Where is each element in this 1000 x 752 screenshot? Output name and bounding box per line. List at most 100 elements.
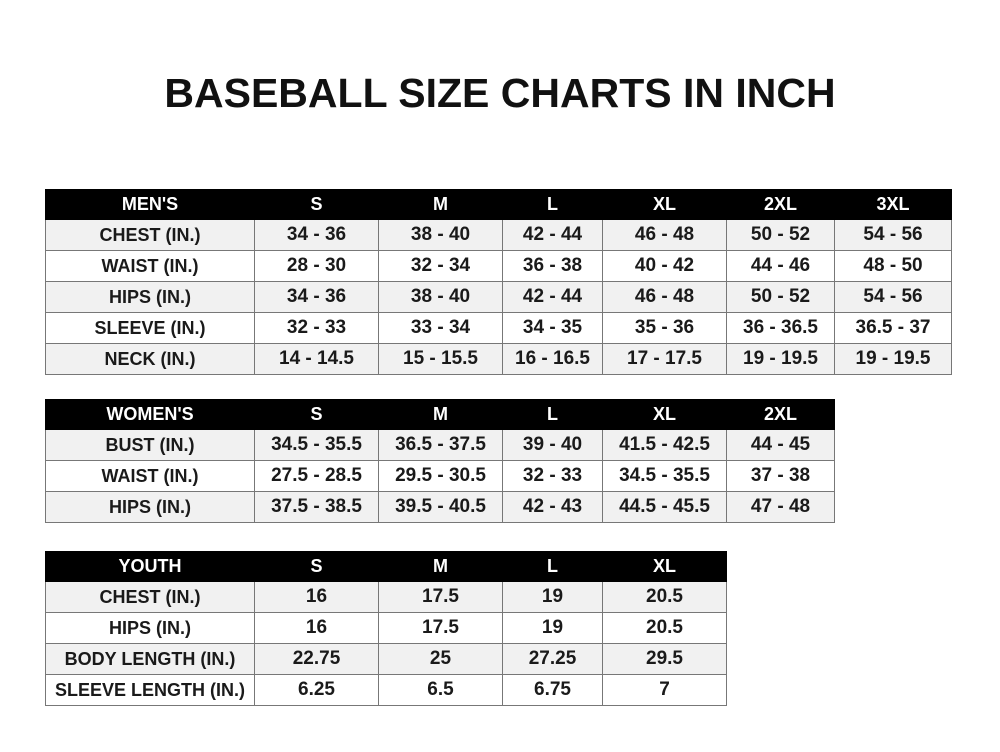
size-value-cell: 40 - 42 — [602, 250, 727, 282]
measurement-label: HIPS (IN.) — [45, 612, 255, 644]
table-row: BUST (IN.) 34.5 - 35.5 36.5 - 37.5 39 - 40 4… — [45, 429, 835, 461]
size-value-cell: 7 — [602, 674, 727, 706]
size-value-cell: 17.5 — [378, 612, 503, 644]
size-value-cell: 33 - 34 — [378, 312, 503, 344]
table-row: HIPS (IN.) 34 - 36 38 - 40 42 - 44 46 - 48 50… — [45, 281, 952, 313]
size-value-cell: 32 - 33 — [502, 460, 603, 492]
table-row: HIPS (IN.) 37.5 - 38.5 39.5 - 40.5 42 - 43 4… — [45, 491, 835, 523]
size-value-cell: 17 - 17.5 — [602, 343, 727, 375]
table-header-row: YOUTH S M L XL — [45, 551, 727, 582]
size-value-cell: 34 - 35 — [502, 312, 603, 344]
size-value-cell: 44 - 46 — [726, 250, 835, 282]
size-value-cell: 20.5 — [602, 581, 727, 613]
size-value-cell: 50 - 52 — [726, 281, 835, 313]
size-value-cell: 36 - 38 — [502, 250, 603, 282]
measurement-label: SLEEVE (IN.) — [45, 312, 255, 344]
size-column-header: L — [502, 189, 603, 220]
size-value-cell: 34 - 36 — [254, 281, 379, 313]
size-value-cell: 6.75 — [502, 674, 603, 706]
table-row: HIPS (IN.) 16 17.5 19 20.5 — [45, 612, 727, 644]
size-value-cell: 20.5 — [602, 612, 727, 644]
size-column-header: M — [378, 189, 503, 220]
size-column-header: M — [378, 399, 503, 430]
size-value-cell: 32 - 34 — [378, 250, 503, 282]
measurement-label: CHEST (IN.) — [45, 219, 255, 251]
size-value-cell: 35 - 36 — [602, 312, 727, 344]
mens-size-table: MEN'S S M L XL 2XL 3XL CHEST (IN.) 34 - 36 38 - 4… — [45, 189, 952, 375]
size-value-cell: 19 — [502, 612, 603, 644]
size-value-cell: 36.5 - 37 — [834, 312, 952, 344]
size-value-cell: 16 - 16.5 — [502, 343, 603, 375]
size-value-cell: 47 - 48 — [726, 491, 835, 523]
table-row: NECK (IN.) 14 - 14.5 15 - 15.5 16 - 16.5 17 … — [45, 343, 952, 375]
table-category-header: MEN'S — [45, 189, 255, 220]
size-value-cell: 19 — [502, 581, 603, 613]
table-category-header: WOMEN'S — [45, 399, 255, 430]
size-value-cell: 6.25 — [254, 674, 379, 706]
size-value-cell: 29.5 - 30.5 — [378, 460, 503, 492]
measurement-label: BUST (IN.) — [45, 429, 255, 461]
table-header-row: MEN'S S M L XL 2XL 3XL — [45, 189, 952, 220]
size-value-cell: 38 - 40 — [378, 281, 503, 313]
size-value-cell: 44.5 - 45.5 — [602, 491, 727, 523]
measurement-label: NECK (IN.) — [45, 343, 255, 375]
size-value-cell: 38 - 40 — [378, 219, 503, 251]
size-value-cell: 16 — [254, 612, 379, 644]
size-value-cell: 19 - 19.5 — [726, 343, 835, 375]
size-column-header: XL — [602, 189, 727, 220]
size-value-cell: 42 - 43 — [502, 491, 603, 523]
size-value-cell: 15 - 15.5 — [378, 343, 503, 375]
measurement-label: WAIST (IN.) — [45, 250, 255, 282]
size-column-header: L — [502, 551, 603, 582]
measurement-label: CHEST (IN.) — [45, 581, 255, 613]
table-row: SLEEVE (IN.) 32 - 33 33 - 34 34 - 35 35 - 36… — [45, 312, 952, 344]
size-value-cell: 6.5 — [378, 674, 503, 706]
size-value-cell: 44 - 45 — [726, 429, 835, 461]
size-value-cell: 29.5 — [602, 643, 727, 675]
size-column-header: S — [254, 399, 379, 430]
size-value-cell: 41.5 - 42.5 — [602, 429, 727, 461]
measurement-label: BODY LENGTH (IN.) — [45, 643, 255, 675]
measurement-label: HIPS (IN.) — [45, 281, 255, 313]
size-column-header: L — [502, 399, 603, 430]
size-value-cell: 37.5 - 38.5 — [254, 491, 379, 523]
womens-size-table: WOMEN'S S M L XL 2XL BUST (IN.) 34.5 - 35.5 36.5… — [45, 399, 835, 523]
size-column-header: XL — [602, 551, 727, 582]
size-value-cell: 19 - 19.5 — [834, 343, 952, 375]
size-value-cell: 32 - 33 — [254, 312, 379, 344]
table-row: CHEST (IN.) 34 - 36 38 - 40 42 - 44 46 - 48 5… — [45, 219, 952, 251]
size-value-cell: 34.5 - 35.5 — [602, 460, 727, 492]
table-row: BODY LENGTH (IN.) 22.75 25 27.25 29.5 — [45, 643, 727, 675]
table-header-row: WOMEN'S S M L XL 2XL — [45, 399, 835, 430]
size-value-cell: 39 - 40 — [502, 429, 603, 461]
size-value-cell: 28 - 30 — [254, 250, 379, 282]
size-value-cell: 46 - 48 — [602, 281, 727, 313]
size-value-cell: 42 - 44 — [502, 281, 603, 313]
table-row: SLEEVE LENGTH (IN.) 6.25 6.5 6.75 7 — [45, 674, 727, 706]
size-value-cell: 54 - 56 — [834, 281, 952, 313]
size-value-cell: 25 — [378, 643, 503, 675]
size-value-cell: 36 - 36.5 — [726, 312, 835, 344]
measurement-label: SLEEVE LENGTH (IN.) — [45, 674, 255, 706]
size-value-cell: 34.5 - 35.5 — [254, 429, 379, 461]
page-title: BASEBALL SIZE CHARTS IN INCH — [164, 70, 836, 116]
size-value-cell: 39.5 - 40.5 — [378, 491, 503, 523]
size-value-cell: 14 - 14.5 — [254, 343, 379, 375]
size-column-header: S — [254, 551, 379, 582]
size-value-cell: 46 - 48 — [602, 219, 727, 251]
size-column-header: M — [378, 551, 503, 582]
table-row: CHEST (IN.) 16 17.5 19 20.5 — [45, 581, 727, 613]
size-value-cell: 48 - 50 — [834, 250, 952, 282]
table-row: WAIST (IN.) 27.5 - 28.5 29.5 - 30.5 32 - 33… — [45, 460, 835, 492]
size-value-cell: 36.5 - 37.5 — [378, 429, 503, 461]
size-value-cell: 34 - 36 — [254, 219, 379, 251]
table-category-header: YOUTH — [45, 551, 255, 582]
size-value-cell: 17.5 — [378, 581, 503, 613]
size-column-header: XL — [602, 399, 727, 430]
size-value-cell: 42 - 44 — [502, 219, 603, 251]
table-row: WAIST (IN.) 28 - 30 32 - 34 36 - 38 40 - 42 4… — [45, 250, 952, 282]
measurement-label: WAIST (IN.) — [45, 460, 255, 492]
youth-size-table: YOUTH S M L XL CHEST (IN.) 16 17.5 19 20.5 HIPS (I… — [45, 551, 727, 706]
size-column-header: 2XL — [726, 189, 835, 220]
size-value-cell: 37 - 38 — [726, 460, 835, 492]
